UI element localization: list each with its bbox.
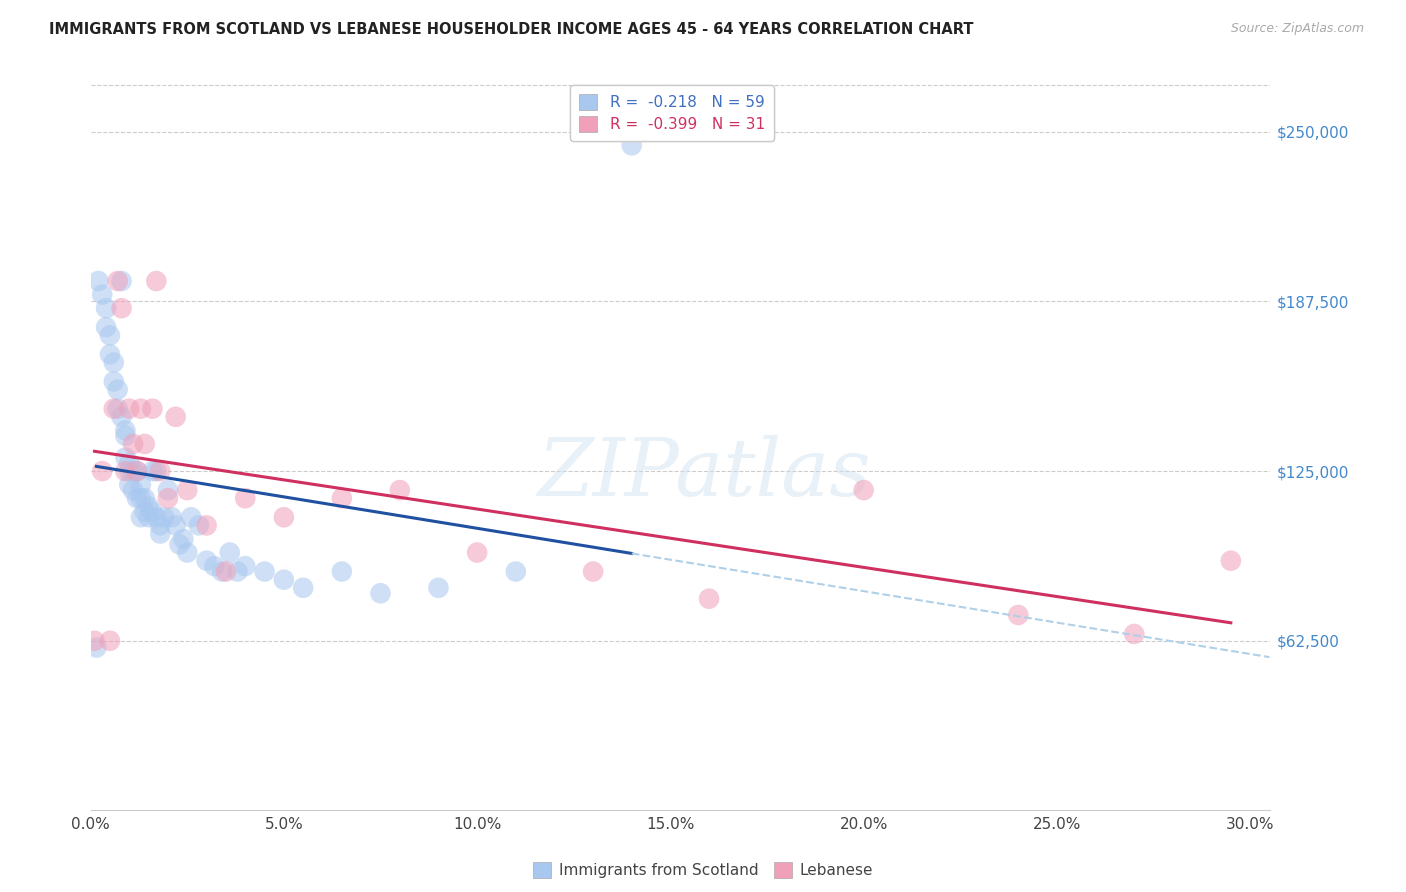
- Point: [176, 545, 198, 559]
- Point: [122, 437, 145, 451]
- Point: [86, 640, 108, 655]
- Point: [187, 518, 209, 533]
- Point: [138, 510, 160, 524]
- Point: [129, 477, 152, 491]
- Point: [180, 510, 202, 524]
- Point: [114, 464, 136, 478]
- Point: [122, 464, 145, 478]
- Point: [103, 355, 125, 369]
- Point: [582, 565, 605, 579]
- Point: [253, 565, 276, 579]
- Point: [330, 565, 353, 579]
- Point: [94, 301, 117, 316]
- Point: [1007, 607, 1029, 622]
- Point: [91, 464, 114, 478]
- Point: [226, 565, 249, 579]
- Point: [94, 320, 117, 334]
- Point: [103, 375, 125, 389]
- Point: [427, 581, 450, 595]
- Point: [118, 477, 141, 491]
- Legend: R =  -0.218   N = 59, R =  -0.399   N = 31: R = -0.218 N = 59, R = -0.399 N = 31: [569, 85, 773, 142]
- Point: [211, 565, 233, 579]
- Text: Source: ZipAtlas.com: Source: ZipAtlas.com: [1230, 22, 1364, 36]
- Point: [697, 591, 720, 606]
- Point: [125, 464, 148, 478]
- Text: IMMIGRANTS FROM SCOTLAND VS LEBANESE HOUSEHOLDER INCOME AGES 45 - 64 YEARS CORRE: IMMIGRANTS FROM SCOTLAND VS LEBANESE HOU…: [49, 22, 974, 37]
- Point: [202, 559, 225, 574]
- Point: [273, 573, 295, 587]
- Point: [122, 483, 145, 497]
- Point: [145, 510, 167, 524]
- Point: [118, 456, 141, 470]
- Point: [98, 633, 121, 648]
- Point: [114, 450, 136, 465]
- Point: [98, 328, 121, 343]
- Point: [110, 301, 132, 316]
- Point: [156, 483, 179, 497]
- Point: [134, 491, 156, 506]
- Point: [160, 510, 183, 524]
- Point: [388, 483, 411, 497]
- Point: [149, 526, 172, 541]
- Point: [172, 532, 194, 546]
- Point: [215, 565, 238, 579]
- Point: [83, 633, 105, 648]
- Point: [145, 464, 167, 478]
- Point: [110, 409, 132, 424]
- Point: [91, 287, 114, 301]
- Point: [195, 554, 218, 568]
- Point: [129, 510, 152, 524]
- Point: [114, 423, 136, 437]
- Point: [118, 401, 141, 416]
- Point: [370, 586, 392, 600]
- Point: [1219, 554, 1241, 568]
- Point: [125, 491, 148, 506]
- Point: [195, 518, 218, 533]
- Point: [107, 274, 129, 288]
- Point: [218, 545, 240, 559]
- Point: [134, 437, 156, 451]
- Point: [141, 505, 163, 519]
- Point: [134, 505, 156, 519]
- Point: [129, 491, 152, 506]
- Text: ZIPatlas: ZIPatlas: [537, 434, 870, 512]
- Point: [330, 491, 353, 506]
- Point: [103, 401, 125, 416]
- Point: [107, 383, 129, 397]
- Point: [465, 545, 488, 559]
- Point: [273, 510, 295, 524]
- Point: [156, 491, 179, 506]
- Point: [1123, 627, 1146, 641]
- Point: [98, 347, 121, 361]
- Point: [153, 510, 176, 524]
- Point: [129, 401, 152, 416]
- Point: [165, 518, 187, 533]
- Legend: Immigrants from Scotland, Lebanese: Immigrants from Scotland, Lebanese: [527, 856, 879, 884]
- Point: [292, 581, 315, 595]
- Point: [233, 559, 256, 574]
- Point: [149, 464, 172, 478]
- Point: [110, 274, 132, 288]
- Point: [87, 274, 110, 288]
- Point: [125, 464, 148, 478]
- Point: [149, 518, 172, 533]
- Point: [138, 500, 160, 514]
- Point: [107, 401, 129, 416]
- Point: [505, 565, 527, 579]
- Point: [169, 537, 191, 551]
- Point: [852, 483, 875, 497]
- Point: [141, 401, 163, 416]
- Point: [141, 464, 163, 478]
- Point: [233, 491, 256, 506]
- Point: [165, 409, 187, 424]
- Point: [118, 464, 141, 478]
- Point: [114, 429, 136, 443]
- Point: [176, 483, 198, 497]
- Point: [145, 274, 167, 288]
- Point: [620, 138, 643, 153]
